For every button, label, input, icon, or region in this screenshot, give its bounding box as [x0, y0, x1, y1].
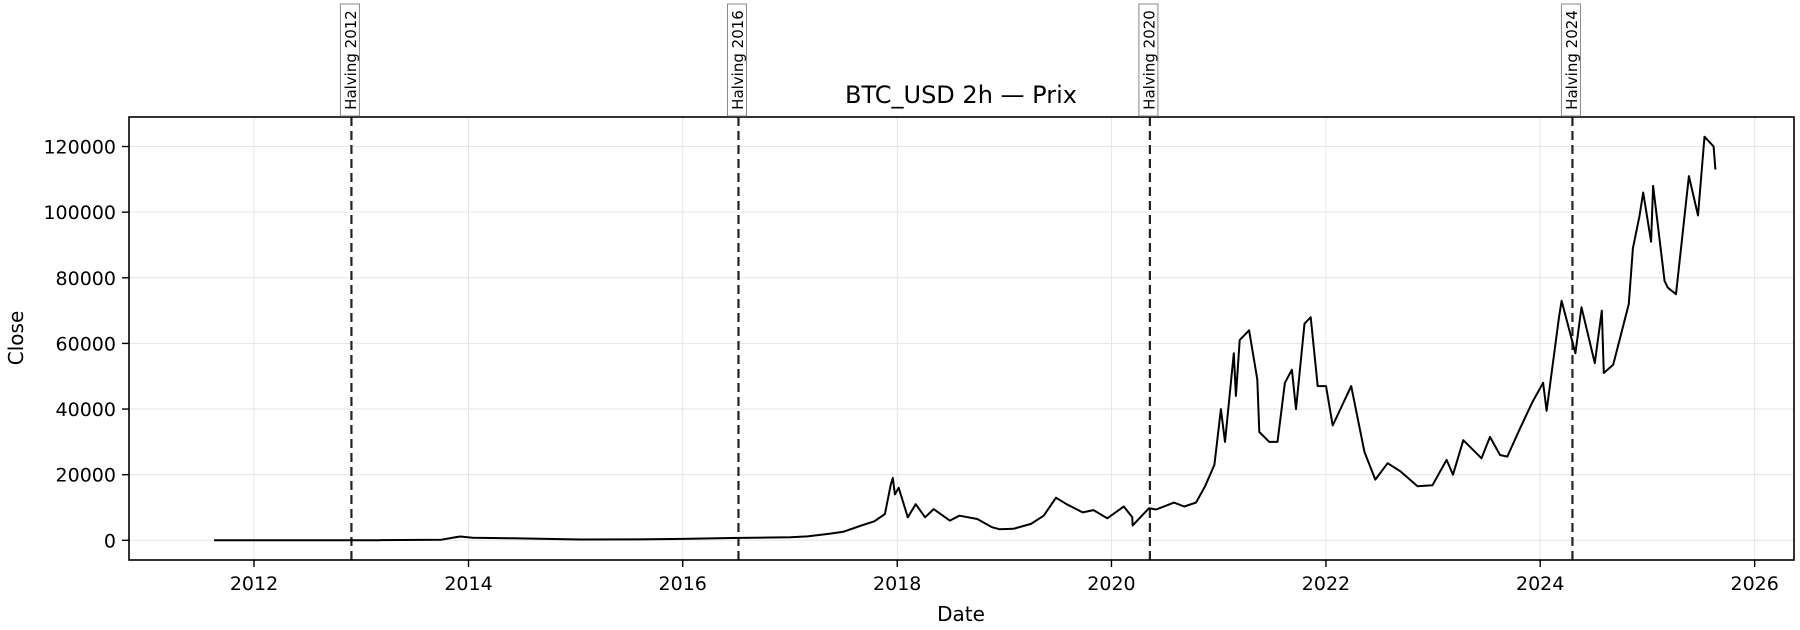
halving-label: Halving 2024 — [1563, 10, 1581, 110]
y-tick-label: 20000 — [56, 465, 116, 487]
x-tick-label: 2012 — [230, 573, 278, 595]
price-line — [214, 135, 1717, 542]
x-tick-label: 2022 — [1302, 573, 1350, 595]
x-tick-label: 2016 — [659, 573, 707, 595]
y-tick-label: 100000 — [43, 202, 116, 224]
series-layer — [214, 135, 1717, 542]
x-tick-label: 2014 — [444, 573, 492, 595]
halving-label: Halving 2020 — [1140, 10, 1158, 110]
x-tick-label: 2024 — [1516, 573, 1564, 595]
plot-frame — [128, 116, 1795, 561]
grid-layer — [129, 117, 1794, 560]
halving-lines — [350, 117, 1574, 560]
halving-label-box — [339, 3, 360, 117]
halving-label: Halving 2012 — [342, 10, 360, 110]
y-tick-label: 120000 — [43, 137, 116, 159]
y-tick-label: 80000 — [56, 268, 116, 290]
y-tick-label: 0 — [104, 530, 116, 552]
halving-label-box — [1138, 3, 1159, 117]
y-axis-title: Close — [4, 311, 28, 365]
halving-label-box — [726, 3, 747, 117]
annotation-layer: Halving 2012 Halving 2016 Halving 2020 Halv… — [339, 3, 1581, 117]
y-tick-label: 60000 — [56, 333, 116, 355]
x-tick-label: 2026 — [1730, 573, 1778, 595]
x-tick-label: 2018 — [873, 573, 921, 595]
x-tick-label: 2020 — [1087, 573, 1135, 595]
halving-label: Halving 2016 — [729, 10, 747, 110]
y-tick-label: 40000 — [56, 399, 116, 421]
halving-label-box — [1560, 3, 1581, 117]
tick-layer: 0 20000 40000 60000 80000 100000 120000 2012 201… — [43, 137, 1778, 595]
x-axis-title: Date — [937, 602, 985, 626]
chart-title: BTC_USD 2h — Prix — [845, 81, 1077, 109]
